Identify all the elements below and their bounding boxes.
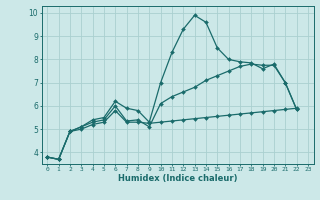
X-axis label: Humidex (Indice chaleur): Humidex (Indice chaleur) xyxy=(118,174,237,183)
